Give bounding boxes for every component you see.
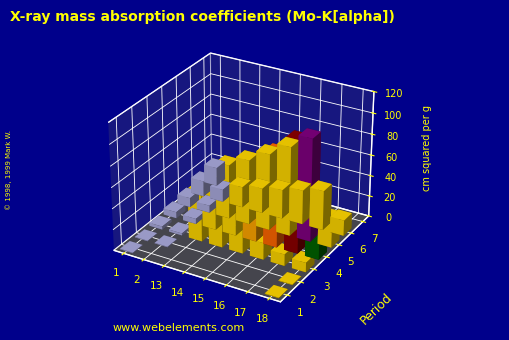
Text: © 1998, 1999 Mark W.: © 1998, 1999 Mark W.	[5, 130, 12, 210]
Text: www.webelements.com: www.webelements.com	[112, 323, 244, 333]
Y-axis label: Period: Period	[357, 290, 394, 327]
Text: X-ray mass absorption coefficients (Mo-K[alpha]): X-ray mass absorption coefficients (Mo-K…	[10, 10, 394, 24]
